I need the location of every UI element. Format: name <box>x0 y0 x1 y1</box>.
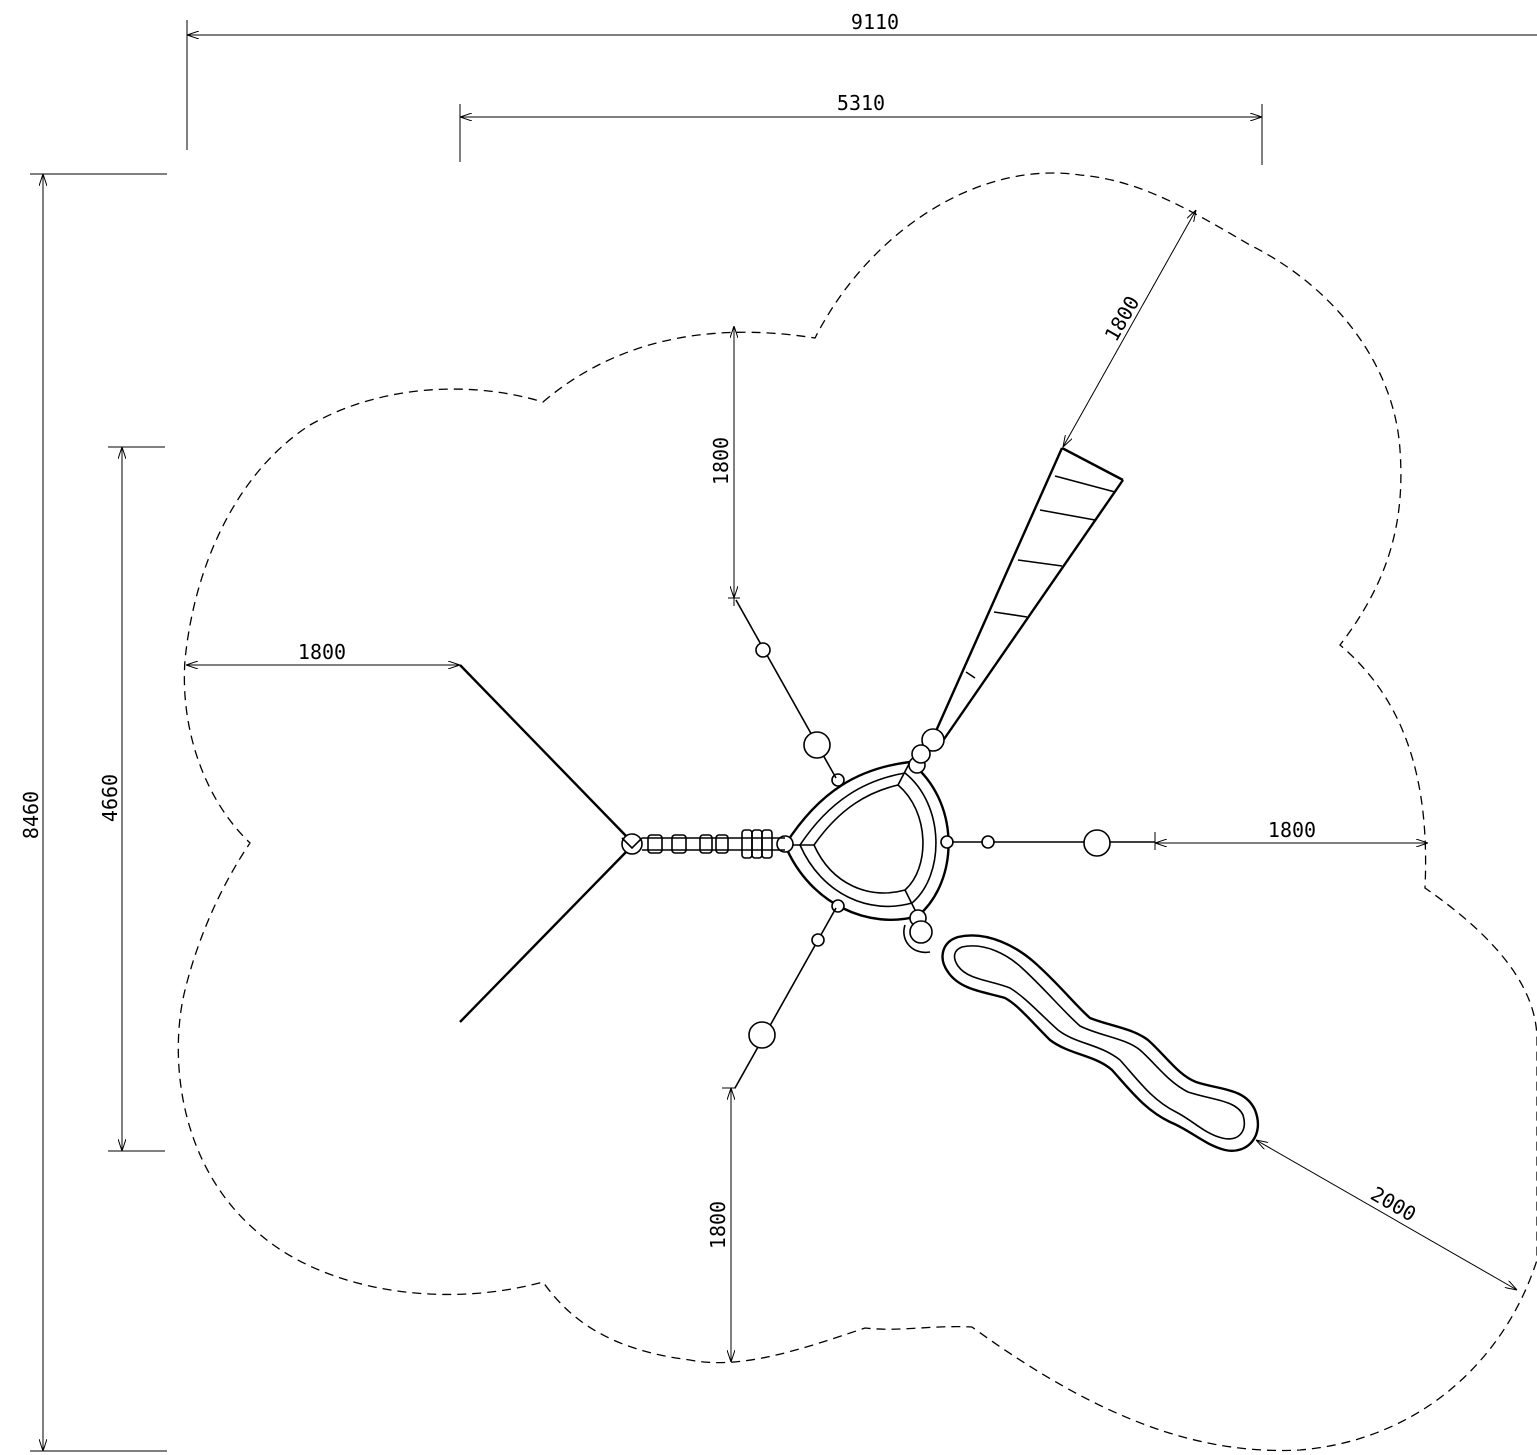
dimension-bottom-clearance: 1800 <box>706 1087 736 1362</box>
dimension-right-clearance-label: 1800 <box>1268 818 1316 842</box>
rope-lower-left <box>734 907 837 1089</box>
dimension-overall-width: 9110 <box>186 10 1537 150</box>
dimension-overall-height-label: 8460 <box>19 791 43 839</box>
central-platform <box>776 756 954 927</box>
dimension-right-clearance: 1800 <box>1154 818 1428 850</box>
dimension-ladder-clearance: 1800 <box>1063 210 1196 447</box>
slide <box>903 920 1260 1152</box>
dimension-overall-height: 8460 <box>19 173 167 1452</box>
dimension-inner-height-label: 4660 <box>98 774 122 822</box>
dimension-ladder-clearance-label: 1800 <box>1100 292 1145 346</box>
dimension-inner-height: 4660 <box>98 446 165 1152</box>
ladder <box>911 446 1124 764</box>
rope-right <box>952 829 1155 857</box>
dimension-slide-clearance-label: 2000 <box>1367 1182 1421 1227</box>
dimension-top-clearance: 1800 <box>709 326 734 598</box>
dimension-overall-width-label: 9110 <box>851 10 899 34</box>
dimension-left-clearance-label: 1800 <box>298 640 346 664</box>
left-v-climber <box>459 664 643 1023</box>
safety-zone-outline <box>177 172 1537 1452</box>
rope-bridge-left <box>642 829 785 859</box>
dimension-top-clearance-label: 1800 <box>709 437 733 485</box>
playground-equipment <box>459 446 1260 1152</box>
dimension-inner-width: 5310 <box>459 91 1263 165</box>
rope-upper-left <box>728 592 837 779</box>
dimension-bottom-clearance-label: 1800 <box>706 1201 730 1249</box>
dimension-inner-width-label: 5310 <box>837 91 885 115</box>
dimension-left-clearance: 1800 <box>186 640 460 665</box>
dimension-slide-clearance: 2000 <box>1256 1140 1517 1290</box>
